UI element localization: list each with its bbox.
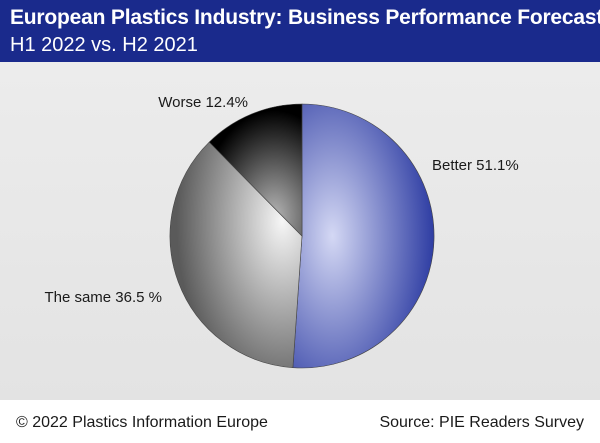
plot-area: Better 51.1% The same 36.5 % Worse 12.4% [0,62,600,400]
chart-subtitle: H1 2022 vs. H2 2021 [10,34,198,56]
pie-slice-0 [292,103,435,369]
pie-slice-label-2: Worse 12.4% [158,94,248,111]
pie-labels: Better 51.1% The same 36.5 % Worse 12.4% [44,94,518,306]
pie-slice-2 [208,103,303,237]
chart-header: European Plastics Industry: Business Per… [0,0,600,62]
pie-slice-1 [169,141,303,369]
pie-chart: Better 51.1% The same 36.5 % Worse 12.4% [44,94,519,369]
pie-slice-label-1: The same 36.5 % [44,289,162,306]
source-note: Source: PIE Readers Survey [379,414,584,431]
chart-footer: © 2022 Plastics Information Europe Sourc… [0,400,600,443]
chart-title: European Plastics Industry: Business Per… [10,6,600,29]
pie-slices [169,103,435,369]
pie-slice-label-0: Better 51.1% [432,157,519,174]
copyright-note: © 2022 Plastics Information Europe [16,414,268,431]
